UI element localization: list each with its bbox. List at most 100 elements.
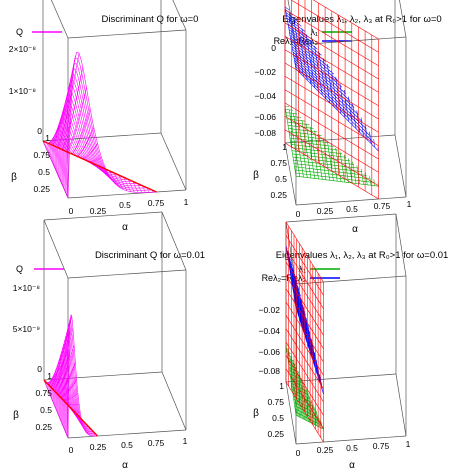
q-surface-mesh [64,131,66,134]
q-surface-mesh [82,101,84,105]
q-surface-mesh [75,399,77,405]
q-surface-mesh [68,113,70,117]
q-surface-mesh [62,122,64,125]
axis-box-edge [284,134,396,144]
q-surface-mesh [78,154,80,156]
q-surface-mesh [58,133,60,135]
eigen-surface-lambda1 [294,169,296,173]
q-surface-mesh [58,138,60,140]
q-surface-mesh [61,380,63,383]
q-surface-mesh [79,152,82,154]
eigen-surface-re-lambda23 [306,77,308,81]
eigen-surface-re-lambda23 [366,135,371,140]
q-surface-mesh [85,147,88,152]
q-surface-mesh [74,352,76,364]
eigen-surface-re-lambda23 [299,72,305,78]
q-surface-mesh [62,147,64,150]
eigen-surface-lambda1 [294,165,296,170]
q-surface-mesh [56,173,59,176]
q-surface-mesh [96,159,100,164]
q-surface-mesh [77,154,79,156]
axis-box-edge [399,0,407,38]
q-surface-mesh [100,156,104,164]
q-surface-mesh [51,152,53,161]
q-surface-mesh [84,93,86,97]
q-surface-mesh [76,153,78,155]
q-surface-mesh [68,127,70,131]
q-surface-mesh [65,369,67,371]
q-surface-mesh [69,350,71,359]
q-surface-mesh [75,112,78,119]
q-surface-mesh [72,80,75,85]
q-surface-mesh [63,130,66,133]
q-surface-mesh [87,150,90,155]
q-surface-mesh [72,406,74,409]
q-surface-mesh [86,157,88,160]
eigen-surface-lambda1 [299,128,301,132]
q-surface-mesh [90,151,92,153]
q-surface-mesh [67,368,69,374]
q-surface-mesh [80,142,83,146]
eigen-surface-re-lambda23 [287,18,289,20]
eigen-surface-lambda1 [304,159,306,163]
eigen-surface-re-lambda23 [295,65,300,71]
q-surface-mesh [54,134,56,140]
eigen-surface-re-lambda23 [338,93,343,97]
q-surface-mesh [52,377,55,379]
q-surface-mesh [92,149,94,151]
q-surface-mesh [53,388,55,390]
q-surface-mesh [93,149,96,155]
q-surface-mesh [70,383,73,389]
q-surface-mesh [66,145,68,147]
q-surface-mesh [80,153,83,156]
q-surface-mesh [59,124,61,128]
q-surface-mesh [90,118,93,129]
q-surface-mesh [47,389,50,392]
q-surface-mesh [51,379,53,382]
eigen-surface-re-lambda23 [292,50,294,54]
q-surface-mesh [58,377,60,380]
q-surface-mesh [56,371,58,374]
q-surface-mesh [62,360,65,363]
q-surface-mesh [64,372,66,375]
q-surface-mesh [57,128,59,131]
q-surface-mesh [80,109,82,113]
eigen-surface-lambda1 [304,176,309,178]
q-surface-mesh [75,408,77,412]
y-axis-label: β [253,170,259,181]
q-surface-mesh [65,96,68,100]
q-surface-mesh [66,392,68,393]
eigen-surface-re-lambda23 [307,54,310,57]
q-surface-mesh [62,144,64,146]
eigen-surface-re-lambda23 [295,29,297,33]
q-surface-mesh [68,325,70,329]
q-surface-mesh [72,135,75,138]
q-surface-mesh [79,149,82,152]
q-surface-mesh [69,130,71,134]
q-surface-mesh [70,336,72,339]
eigen-surface-lambda1 [324,179,330,181]
q-surface-mesh [83,126,85,129]
z-tick-label: −0.02 [254,67,276,77]
q-surface-mesh [85,143,87,146]
eigen-surface-re-lambda23 [302,54,304,58]
q-surface-mesh [88,158,91,161]
q-surface-mesh [68,341,70,345]
eigen-boundary-plane [290,0,379,53]
q-surface-mesh [74,131,76,134]
q-surface-mesh [56,390,58,392]
q-surface-mesh [57,379,59,382]
eigen-surface-re-lambda23 [294,36,297,39]
eigen-surface-re-lambda23 [293,38,297,41]
eigen-surface-re-lambda23 [307,42,309,46]
q-surface-mesh [79,409,81,415]
eigen-surface-re-lambda23 [288,12,291,16]
q-surface-mesh [71,405,73,408]
q-surface-mesh [66,128,68,132]
q-surface-mesh [55,408,58,412]
eigen-surface-re-lambda23 [346,116,352,121]
q-surface-mesh [68,377,70,379]
q-surface-mesh [69,150,71,152]
q-surface-mesh [80,414,82,419]
q-surface-mesh [63,341,65,344]
